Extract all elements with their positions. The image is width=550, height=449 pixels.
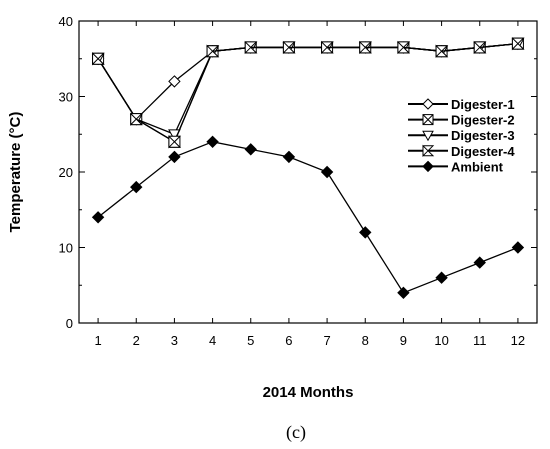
x-tick-label: 7 [323,333,330,348]
y-tick-label: 30 [59,90,73,105]
x-tick-label: 12 [511,333,525,348]
data-point [511,241,525,254]
data-point [282,150,296,164]
x-tick-label: 10 [434,333,448,348]
data-point [359,40,372,55]
x-tick-label: 4 [209,333,216,348]
legend-label: Ambient [451,159,504,174]
legend-label: Digester-1 [451,97,515,112]
data-point [282,40,296,55]
data-point [511,36,525,51]
data-point [244,143,257,156]
figure-caption: (c) [286,422,306,443]
x-tick-label: 5 [247,333,254,348]
x-tick-label: 8 [362,333,369,348]
x-tick-label: 11 [473,333,487,348]
data-point [244,40,258,55]
legend-item: Digester-4 [408,144,515,159]
data-point [130,112,143,126]
data-point [92,52,105,66]
data-point [473,256,486,269]
data-point [397,40,411,55]
data-point [321,40,334,55]
y-axis-title: Temperature (°C) [7,112,24,233]
data-point-cross [422,114,434,125]
series-layer [91,36,525,300]
x-tick-label: 6 [285,333,292,348]
data-point [397,286,410,300]
data-point [168,75,181,88]
y-axis: 0 10 20 30 40 [59,14,537,331]
legend-label: Digester-3 [451,128,515,143]
y-tick-label: 0 [66,316,73,331]
series-line [97,141,519,294]
data-point [168,135,182,149]
legend-item: Ambient [408,159,504,174]
data-point [359,226,372,239]
data-point [422,114,434,126]
y-tick-label: 10 [59,241,73,256]
legend-item: Digester-2 [408,113,515,128]
legend-item: Digester-3 [408,128,515,143]
data-point [473,40,487,55]
x-axis-title: 2014 Months [263,384,354,401]
data-point [435,44,449,58]
data-point [422,144,435,158]
data-point [435,271,448,284]
legend: Digester-1Digester-2Digester-3Digester-4… [408,97,515,174]
data-point [130,180,143,194]
data-point [422,98,434,110]
data-point [320,165,334,179]
legend-item: Digester-1 [408,97,515,112]
data-point [422,130,434,142]
x-tick-label: 2 [133,333,140,348]
y-tick-label: 40 [59,14,73,29]
series-ambient [91,135,525,300]
series-digester-4 [92,36,525,149]
series-line [97,43,518,143]
legend-label: Digester-2 [451,113,515,128]
x-axis: 1 2 3 4 5 6 7 8 9 10 11 12 [94,21,525,348]
data-point [422,160,434,173]
data-point [206,44,220,58]
data-point [206,135,219,149]
x-tick-label: 9 [400,333,407,348]
data-point [91,211,105,224]
x-tick-label: 3 [171,333,178,348]
x-tick-label: 1 [94,333,101,348]
data-point [168,150,181,164]
legend-label: Digester-4 [451,144,515,159]
y-tick-label: 20 [59,165,73,180]
